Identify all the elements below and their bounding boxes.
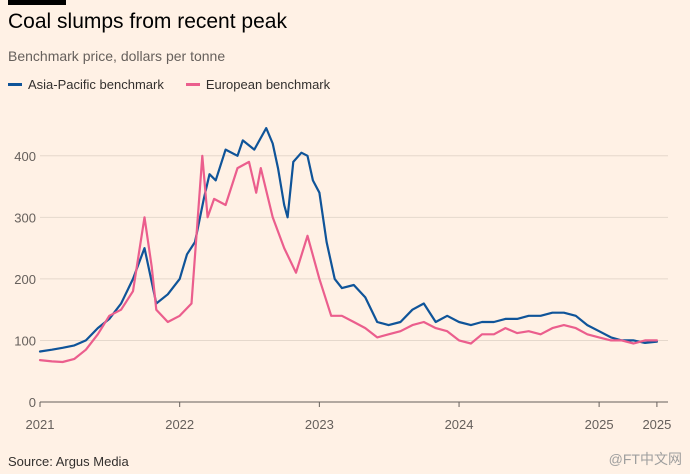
x-tick-label: 2023 — [305, 417, 334, 432]
legend-label-asia: Asia-Pacific benchmark — [28, 77, 164, 92]
series-line-asia-pacific — [38, 127, 658, 353]
x-tick-label: 2025 — [642, 417, 671, 432]
legend-swatch-asia — [8, 83, 22, 86]
y-tick-label: 400 — [14, 149, 36, 164]
legend-label-europe: European benchmark — [205, 77, 331, 92]
chart-subtitle: Benchmark price, dollars per tonne — [8, 48, 226, 64]
legend-swatch-europe — [185, 83, 200, 86]
y-tick-label: 0 — [29, 395, 36, 410]
chart-source: Source: Argus Media — [8, 454, 129, 469]
x-tick-label: 2025 — [585, 417, 614, 432]
x-tick-label: 2022 — [165, 417, 194, 432]
x-tick-label: 2024 — [445, 417, 474, 432]
brand-bar — [8, 0, 66, 5]
chart-legend: Asia-Pacific benchmark European benchmar… — [8, 77, 330, 92]
y-tick-label: 200 — [14, 272, 36, 287]
legend-item-asia: Asia-Pacific benchmark — [8, 77, 164, 92]
y-tick-label: 100 — [14, 333, 36, 348]
y-tick-label: 300 — [14, 210, 36, 225]
x-tick-label: 2021 — [26, 417, 55, 432]
watermark: @FT中文网 — [608, 451, 682, 467]
chart-title: Coal slumps from recent peak — [8, 10, 287, 33]
series-line-european — [38, 154, 658, 364]
legend-item-europe: European benchmark — [185, 77, 331, 92]
